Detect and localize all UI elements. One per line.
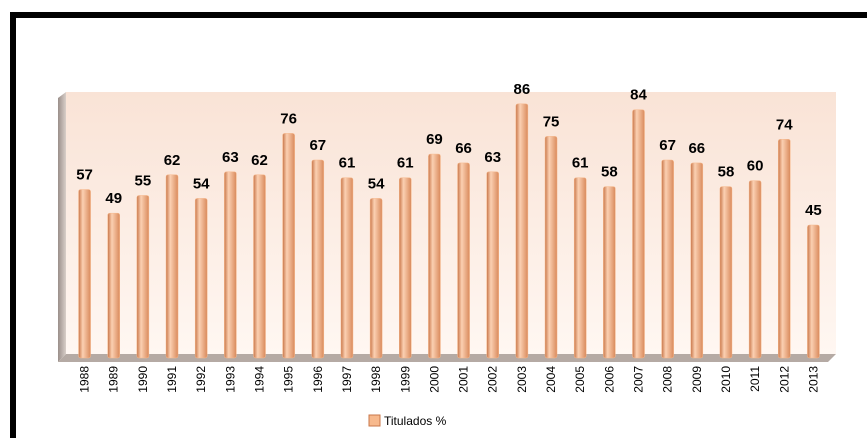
bar (690, 162, 704, 359)
x-tick-label: 2011 (748, 366, 762, 392)
bar (603, 186, 616, 359)
bar (748, 180, 762, 359)
frame-left (10, 12, 16, 438)
frame-top (10, 12, 867, 18)
bar (369, 198, 383, 359)
x-tick-label: 2003 (515, 366, 529, 393)
value-label: 84 (630, 87, 647, 104)
bar (573, 177, 587, 359)
bar (661, 159, 674, 359)
x-tick-label: 2007 (632, 366, 646, 393)
value-label: 58 (601, 164, 618, 181)
x-tick-label: 1991 (165, 366, 179, 393)
bar (224, 171, 237, 359)
legend-label: Titulados % (384, 414, 447, 428)
x-tick-label: 1994 (253, 366, 267, 393)
bar (282, 133, 295, 359)
value-label: 67 (309, 137, 326, 154)
x-tick-label: 1992 (194, 366, 208, 393)
x-tick-label: 2008 (661, 366, 675, 393)
value-label: 45 (805, 202, 822, 219)
x-tick-label: 2013 (806, 366, 820, 393)
bar (107, 212, 120, 359)
value-label: 67 (659, 137, 676, 154)
value-label: 76 (280, 110, 297, 127)
value-label: 61 (572, 155, 589, 172)
bar (311, 159, 325, 359)
value-label: 69 (426, 131, 443, 148)
bar (399, 177, 412, 359)
x-tick-label: 1988 (78, 366, 92, 393)
value-label: 62 (251, 152, 268, 169)
value-label: 66 (455, 140, 472, 157)
x-tick-label: 1989 (107, 366, 121, 393)
side-wall (58, 92, 66, 362)
x-tick-label: 1990 (136, 366, 150, 393)
x-tick-label: 1996 (311, 366, 325, 393)
value-label: 49 (105, 190, 122, 207)
bar (544, 136, 558, 359)
x-tick-label: 1993 (223, 366, 237, 393)
bar (136, 195, 150, 359)
value-label: 74 (776, 116, 793, 133)
bar (807, 224, 820, 359)
legend-swatch (368, 414, 381, 427)
x-tick-label: 2010 (719, 366, 733, 393)
value-label: 75 (543, 113, 560, 130)
bar (78, 189, 91, 359)
x-tick-label: 1995 (282, 366, 296, 393)
value-label: 54 (368, 175, 385, 192)
x-tick-label: 1998 (369, 366, 383, 393)
value-label: 63 (222, 149, 239, 166)
value-label: 66 (688, 140, 705, 157)
bar (194, 198, 208, 359)
bar (253, 174, 266, 359)
bar (632, 109, 645, 359)
bar (428, 153, 441, 359)
x-tick-label: 2012 (777, 366, 791, 393)
x-tick-label: 2005 (573, 366, 587, 393)
value-label: 61 (397, 155, 414, 172)
plot-back (66, 92, 836, 354)
x-tick-label: 2004 (544, 366, 558, 393)
value-label: 58 (718, 164, 735, 181)
value-label: 86 (514, 81, 531, 98)
value-label: 63 (484, 149, 501, 166)
bar (486, 171, 499, 359)
x-tick-label: 2000 (427, 366, 441, 393)
x-tick-label: 2006 (602, 366, 616, 393)
x-tick-label: 1999 (398, 366, 412, 393)
bar (719, 186, 733, 359)
bar (457, 162, 470, 359)
value-label: 57 (76, 167, 93, 184)
value-label: 60 (747, 158, 764, 175)
bar (515, 103, 529, 359)
value-label: 54 (193, 175, 210, 192)
value-label: 55 (135, 172, 152, 189)
value-label: 61 (339, 155, 356, 172)
x-tick-label: 2009 (690, 366, 704, 393)
x-tick-label: 2002 (486, 366, 500, 393)
bar (340, 177, 354, 359)
x-tick-label: 2001 (457, 366, 471, 393)
x-tick-label: 1997 (340, 366, 354, 393)
value-label: 62 (164, 152, 181, 169)
bar (778, 139, 791, 359)
bar (165, 174, 179, 359)
